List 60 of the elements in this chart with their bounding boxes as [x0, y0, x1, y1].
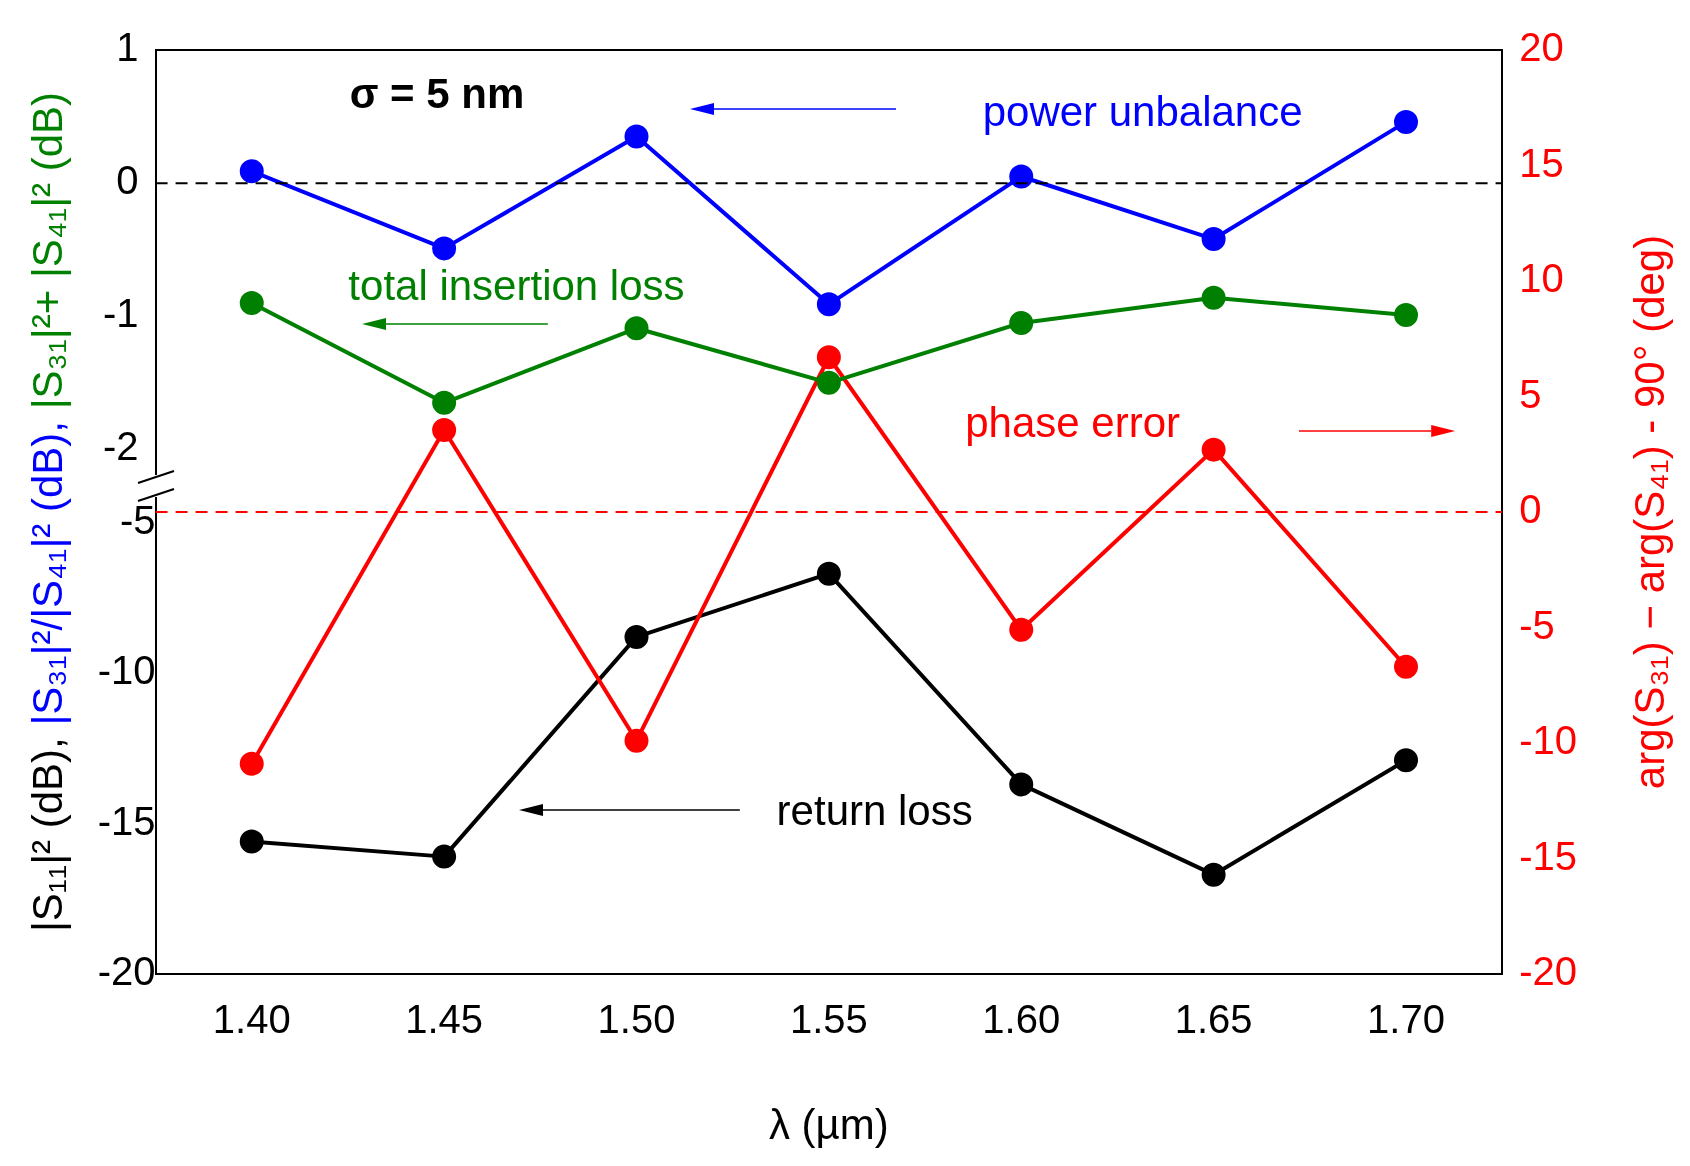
annotation: return loss	[776, 787, 973, 835]
y2-axis-title: arg(S₃₁) − arg(S₄₁) - 90° (deg)	[1626, 234, 1674, 790]
point	[432, 236, 457, 261]
point	[1394, 109, 1418, 134]
y-axis-title: |S₁₁|² (dB), |S₃₁|²/|S₄₁|² (dB), |S₃₁|²+ |S₄₁|² (dB)	[24, 91, 72, 933]
x-axis-title: λ (µm)	[768, 1101, 889, 1148]
annotation: σ = 5 nm	[349, 70, 525, 118]
y-tick-label: 0	[116, 158, 139, 203]
y2-tick-label: -15	[1519, 833, 1577, 878]
y-tick-label: 1	[116, 25, 139, 70]
point	[239, 829, 264, 854]
point	[624, 728, 649, 753]
point	[1394, 654, 1418, 679]
y-tick-label: -1	[102, 291, 139, 336]
point	[624, 316, 649, 341]
point	[816, 292, 841, 317]
point	[239, 290, 264, 315]
x-tick-label: 1.60	[982, 997, 1061, 1042]
x-tick-label: 1.70	[1367, 997, 1445, 1042]
y2-tick-label: 10	[1519, 256, 1564, 301]
point	[816, 345, 841, 370]
point	[1394, 302, 1418, 327]
y3-tick-label: -10	[97, 648, 156, 693]
point	[1394, 748, 1418, 773]
point	[1009, 617, 1034, 642]
y3-tick-label: -5	[119, 497, 156, 542]
point	[1201, 437, 1226, 462]
x-tick-label: 1.45	[405, 997, 484, 1042]
x-tick-label: 1.65	[1174, 997, 1253, 1042]
x-tick-label: 1.50	[597, 997, 676, 1042]
y2-tick-label: 15	[1519, 140, 1564, 185]
y2-tick-label: 0	[1519, 487, 1542, 532]
point	[432, 844, 457, 869]
point	[1201, 862, 1226, 887]
annotation: power unbalance	[982, 87, 1303, 135]
point	[1009, 164, 1034, 189]
y3-tick-label: -15	[97, 798, 156, 843]
point	[816, 370, 841, 395]
y2-tick-label: 5	[1519, 371, 1542, 416]
point	[1009, 310, 1034, 335]
annotation: phase error	[965, 399, 1180, 447]
x-tick-label: 1.40	[212, 997, 291, 1042]
point	[624, 624, 649, 649]
point	[1201, 285, 1226, 310]
point	[1201, 227, 1226, 252]
y2-tick-label: -5	[1519, 602, 1555, 647]
point	[432, 418, 457, 442]
point	[432, 390, 457, 415]
point	[1009, 772, 1034, 797]
y2-tick-label: -20	[1519, 949, 1577, 994]
y2-tick-label: 20	[1519, 25, 1564, 70]
point	[239, 751, 264, 776]
annotation: total insertion loss	[348, 261, 685, 309]
y2-tick-label: -10	[1519, 718, 1577, 763]
point	[239, 159, 264, 184]
x-tick-label: 1.55	[789, 997, 868, 1042]
y3-tick-label: -20	[97, 949, 156, 994]
point	[624, 124, 649, 149]
y-tick-label: -2	[102, 424, 139, 469]
point	[816, 561, 841, 586]
